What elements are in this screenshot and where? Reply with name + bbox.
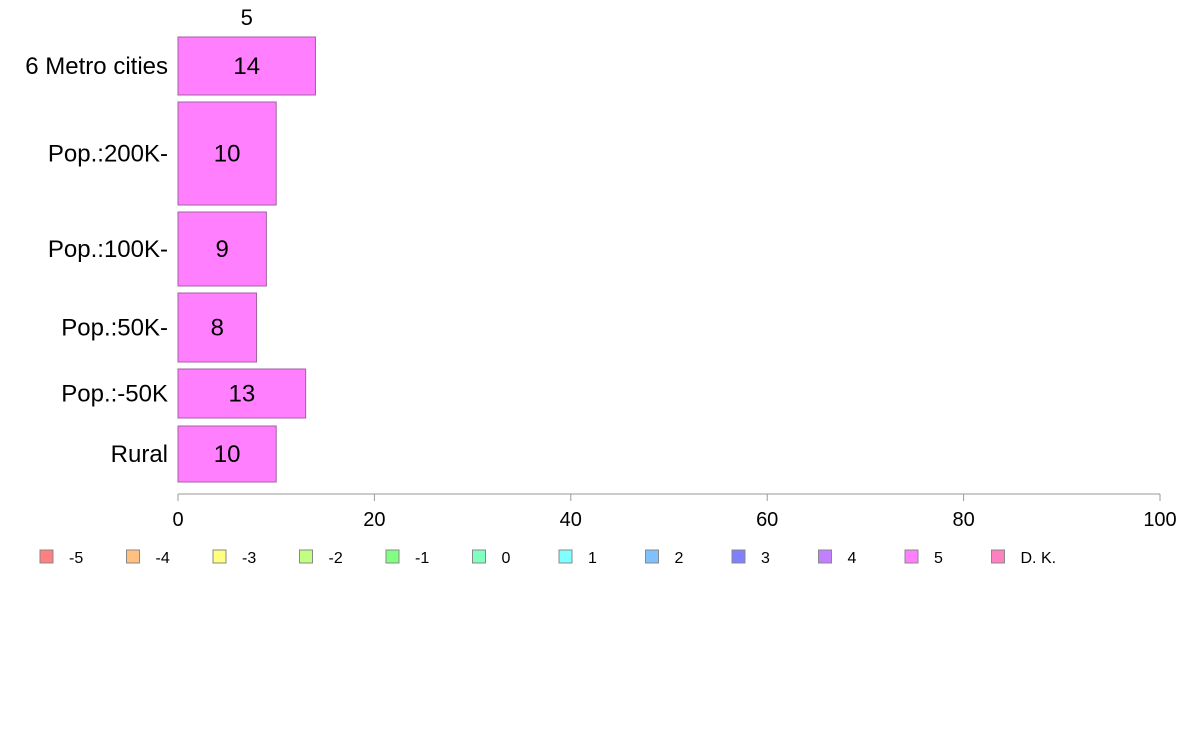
legend-label-2: -2 (329, 550, 343, 567)
legend-swatch-3 (731, 549, 746, 564)
legend-swatch-4 (126, 549, 140, 564)
x-axis: 0 20 40 60 80 100 (172, 493, 1177, 531)
bar-6-metro-cities (177, 36, 316, 96)
legend-label-3: -3 (242, 550, 256, 567)
bar-pop-100k (177, 211, 267, 287)
legend-label-4: 4 (848, 550, 857, 567)
legend-swatch-1 (558, 549, 573, 564)
bar-pop-50k (177, 368, 307, 419)
category-label-pop-50k: Pop.:-50K (61, 381, 168, 408)
x-tick-label: 60 (756, 509, 778, 531)
legend-swatch-0 (472, 549, 486, 564)
legend-swatch-4 (818, 549, 832, 564)
category-label-pop-200k: Pop.:200K- (48, 141, 168, 168)
legend-swatch-5 (904, 549, 919, 564)
category-label-rural: Rural (111, 441, 168, 468)
legend-label-0: 0 (502, 550, 511, 567)
x-tick-label: 100 (1143, 509, 1176, 531)
legend-swatch-1 (385, 549, 400, 564)
bar-value-label-pop-200k: 10 (214, 141, 241, 168)
bar-value-label-rural: 10 (214, 441, 241, 468)
bar-value-label-pop-100k: 9 (216, 236, 229, 263)
legend-label-3: 3 (761, 550, 770, 567)
legend-swatch-2 (645, 549, 659, 564)
legend-swatch-d-k (991, 549, 1005, 564)
bars-layer: 6 Metro cities 14 Pop.:200K- 10 Pop.:100K- 9 P… (25, 36, 316, 483)
legend-label-d-k: D. K. (1021, 550, 1057, 567)
category-label-pop-100k: Pop.:100K- (48, 236, 168, 263)
category-label-pop-50k: Pop.:50K- (61, 315, 168, 342)
x-tick-label: 80 (952, 509, 974, 531)
bar-value-label-pop-50k: 8 (211, 315, 224, 342)
legend-swatch-5 (39, 549, 54, 564)
legend: -5 -4 -3 -2 -1 0 1 2 3 4 5 D. K. (39, 549, 1057, 567)
x-tick-label: 0 (172, 509, 183, 531)
legend-label-2: 2 (675, 550, 684, 567)
legend-label-1: -1 (415, 550, 429, 567)
bar-value-label-6-metro-cities: 14 (233, 53, 260, 80)
x-tick-label: 20 (363, 509, 385, 531)
x-tick-label: 40 (560, 509, 582, 531)
bar-rural (177, 425, 277, 483)
category-label-6-metro-cities: 6 Metro cities (25, 53, 168, 80)
legend-label-1: 1 (588, 550, 597, 567)
legend-label-4: -4 (156, 550, 170, 567)
bar-pop-200k (177, 101, 277, 206)
bar-pop-50k (177, 292, 258, 363)
column-header-label: 5 (241, 5, 253, 30)
legend-swatch-2 (299, 549, 313, 564)
legend-swatch-3 (212, 549, 227, 564)
bar-value-label-pop-50k: 13 (228, 381, 255, 408)
legend-label-5: 5 (934, 550, 943, 567)
legend-label-5: -5 (69, 550, 83, 567)
